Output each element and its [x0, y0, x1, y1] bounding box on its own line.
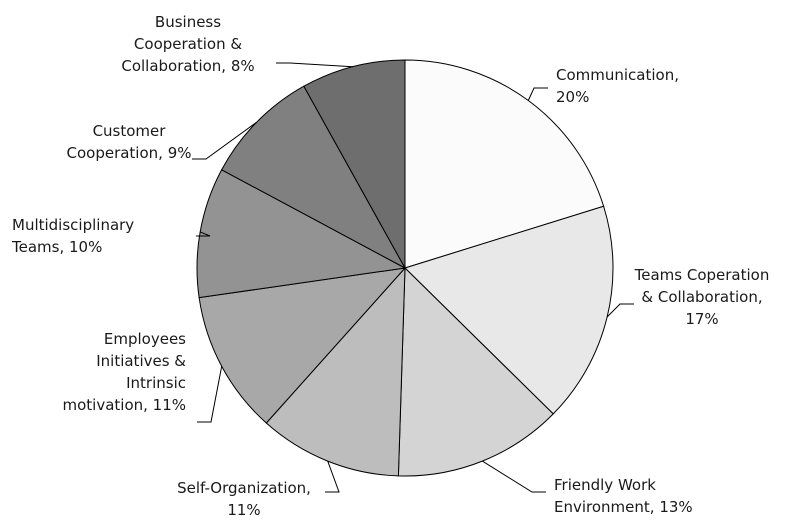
slice-label-line: motivation, 11% — [62, 396, 186, 414]
slice-label: Communication, 20% — [556, 66, 679, 106]
leader-line — [192, 121, 258, 160]
slice-label: Self-Organization, 11% — [177, 479, 311, 519]
slice-labels: Communication, 20% Teams Coperation & Colla… — [11, 13, 769, 519]
leader-line — [482, 460, 546, 493]
slice-label-line: & Collaboration, — [641, 288, 762, 306]
pie-slice — [265, 266, 406, 477]
slice-label-line: Cooperation, 9% — [66, 144, 191, 162]
leader-lines — [192, 62, 634, 493]
pie-slice — [198, 267, 407, 424]
pie-slice — [404, 205, 614, 415]
pie-slices — [196, 59, 614, 477]
slice-label: Customer Cooperation, 9% — [66, 122, 191, 162]
leader-line — [197, 366, 223, 423]
slice-label-line: Business — [155, 13, 221, 31]
leader-line — [196, 231, 211, 237]
slice-label: Teams Coperation & Collaboration, 17% — [634, 266, 770, 328]
slice-label: Business Cooperation & Collaboration, 8% — [121, 13, 254, 75]
slice-label-line: Customer — [93, 122, 167, 140]
leader-line — [527, 87, 548, 101]
slice-label-line: Employees — [104, 330, 186, 348]
slice-label-line: Cooperation & — [134, 35, 242, 53]
slice-label-line: 11% — [227, 501, 260, 519]
slice-label-line: 20% — [556, 88, 589, 106]
slice-label-line: Friendly Work — [554, 476, 656, 494]
slice-label-line: Collaboration, 8% — [121, 57, 254, 75]
slice-label-line: Initiatives & — [96, 352, 186, 370]
slice-label-line: Self-Organization, — [177, 479, 311, 497]
slice-label-line: Teams, 10% — [11, 238, 102, 256]
slice-label-line: Multidisciplinary — [12, 216, 134, 234]
slice-label: Multidisciplinary Teams, 10% — [11, 216, 134, 256]
slice-label: Employees Initiatives & Intrinsic motivatio… — [62, 330, 186, 414]
leader-line — [325, 460, 340, 493]
slice-label-line: Communication, — [556, 66, 679, 84]
leader-line — [606, 303, 634, 318]
slice-label-line: Teams Coperation — [634, 266, 770, 284]
slice-label-line: Intrinsic — [126, 374, 186, 392]
slice-label-line: 17% — [685, 310, 718, 328]
slice-label: Friendly Work Environment, 13% — [554, 476, 693, 516]
leader-line — [276, 62, 353, 68]
slice-label-line: Environment, 13% — [554, 498, 693, 516]
pie-slice — [397, 266, 554, 477]
